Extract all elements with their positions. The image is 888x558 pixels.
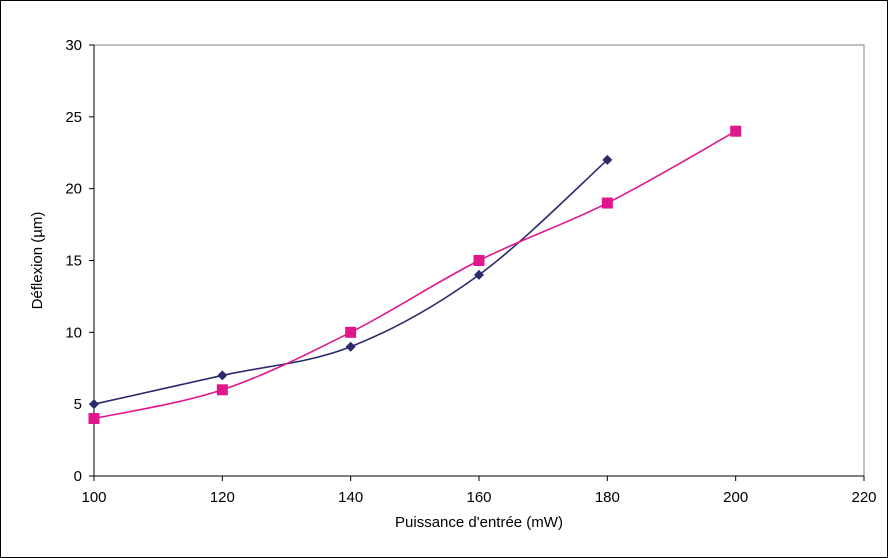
- data-point-diamond: [345, 341, 356, 352]
- y-ticks: 0 5 10 15 20 25 30: [65, 37, 94, 485]
- data-point-square: [88, 413, 100, 425]
- x-tick-label: 180: [595, 489, 620, 506]
- x-ticks: 100 120 140 160 180 200 220: [81, 476, 877, 506]
- data-point-square: [601, 197, 613, 209]
- data-point-diamond: [602, 154, 613, 165]
- data-point-diamond: [89, 399, 99, 410]
- data-point-square: [216, 384, 228, 396]
- data-point-square: [730, 125, 742, 137]
- x-tick-label: 100: [81, 489, 106, 506]
- x-axis-label: Puissance d'entrée (mW): [395, 514, 563, 531]
- series-2-line: [93, 130, 737, 420]
- y-tick-label: 10: [65, 324, 82, 341]
- x-tick-label: 160: [466, 489, 491, 506]
- y-tick-label: 30: [65, 37, 82, 54]
- data-point-square: [473, 255, 485, 266]
- x-tick-label: 220: [851, 489, 876, 506]
- data-point-diamond: [217, 370, 228, 381]
- x-tick-label: 120: [210, 489, 235, 506]
- y-tick-label: 5: [74, 396, 82, 413]
- series-2: [88, 125, 742, 425]
- y-axis-label: Déflexion (µm): [29, 212, 46, 310]
- series-1: [89, 154, 613, 410]
- series-group: [88, 125, 742, 425]
- y-tick-label: 20: [65, 181, 82, 198]
- x-tick-label: 200: [723, 489, 748, 506]
- series-1-line: [93, 159, 608, 405]
- y-tick-label: 15: [65, 253, 82, 270]
- x-tick-label: 140: [338, 489, 363, 506]
- y-tick-label: 25: [65, 109, 82, 126]
- y-tick-label: 0: [74, 468, 82, 485]
- data-point-diamond: [474, 269, 484, 280]
- data-point-square: [345, 326, 357, 338]
